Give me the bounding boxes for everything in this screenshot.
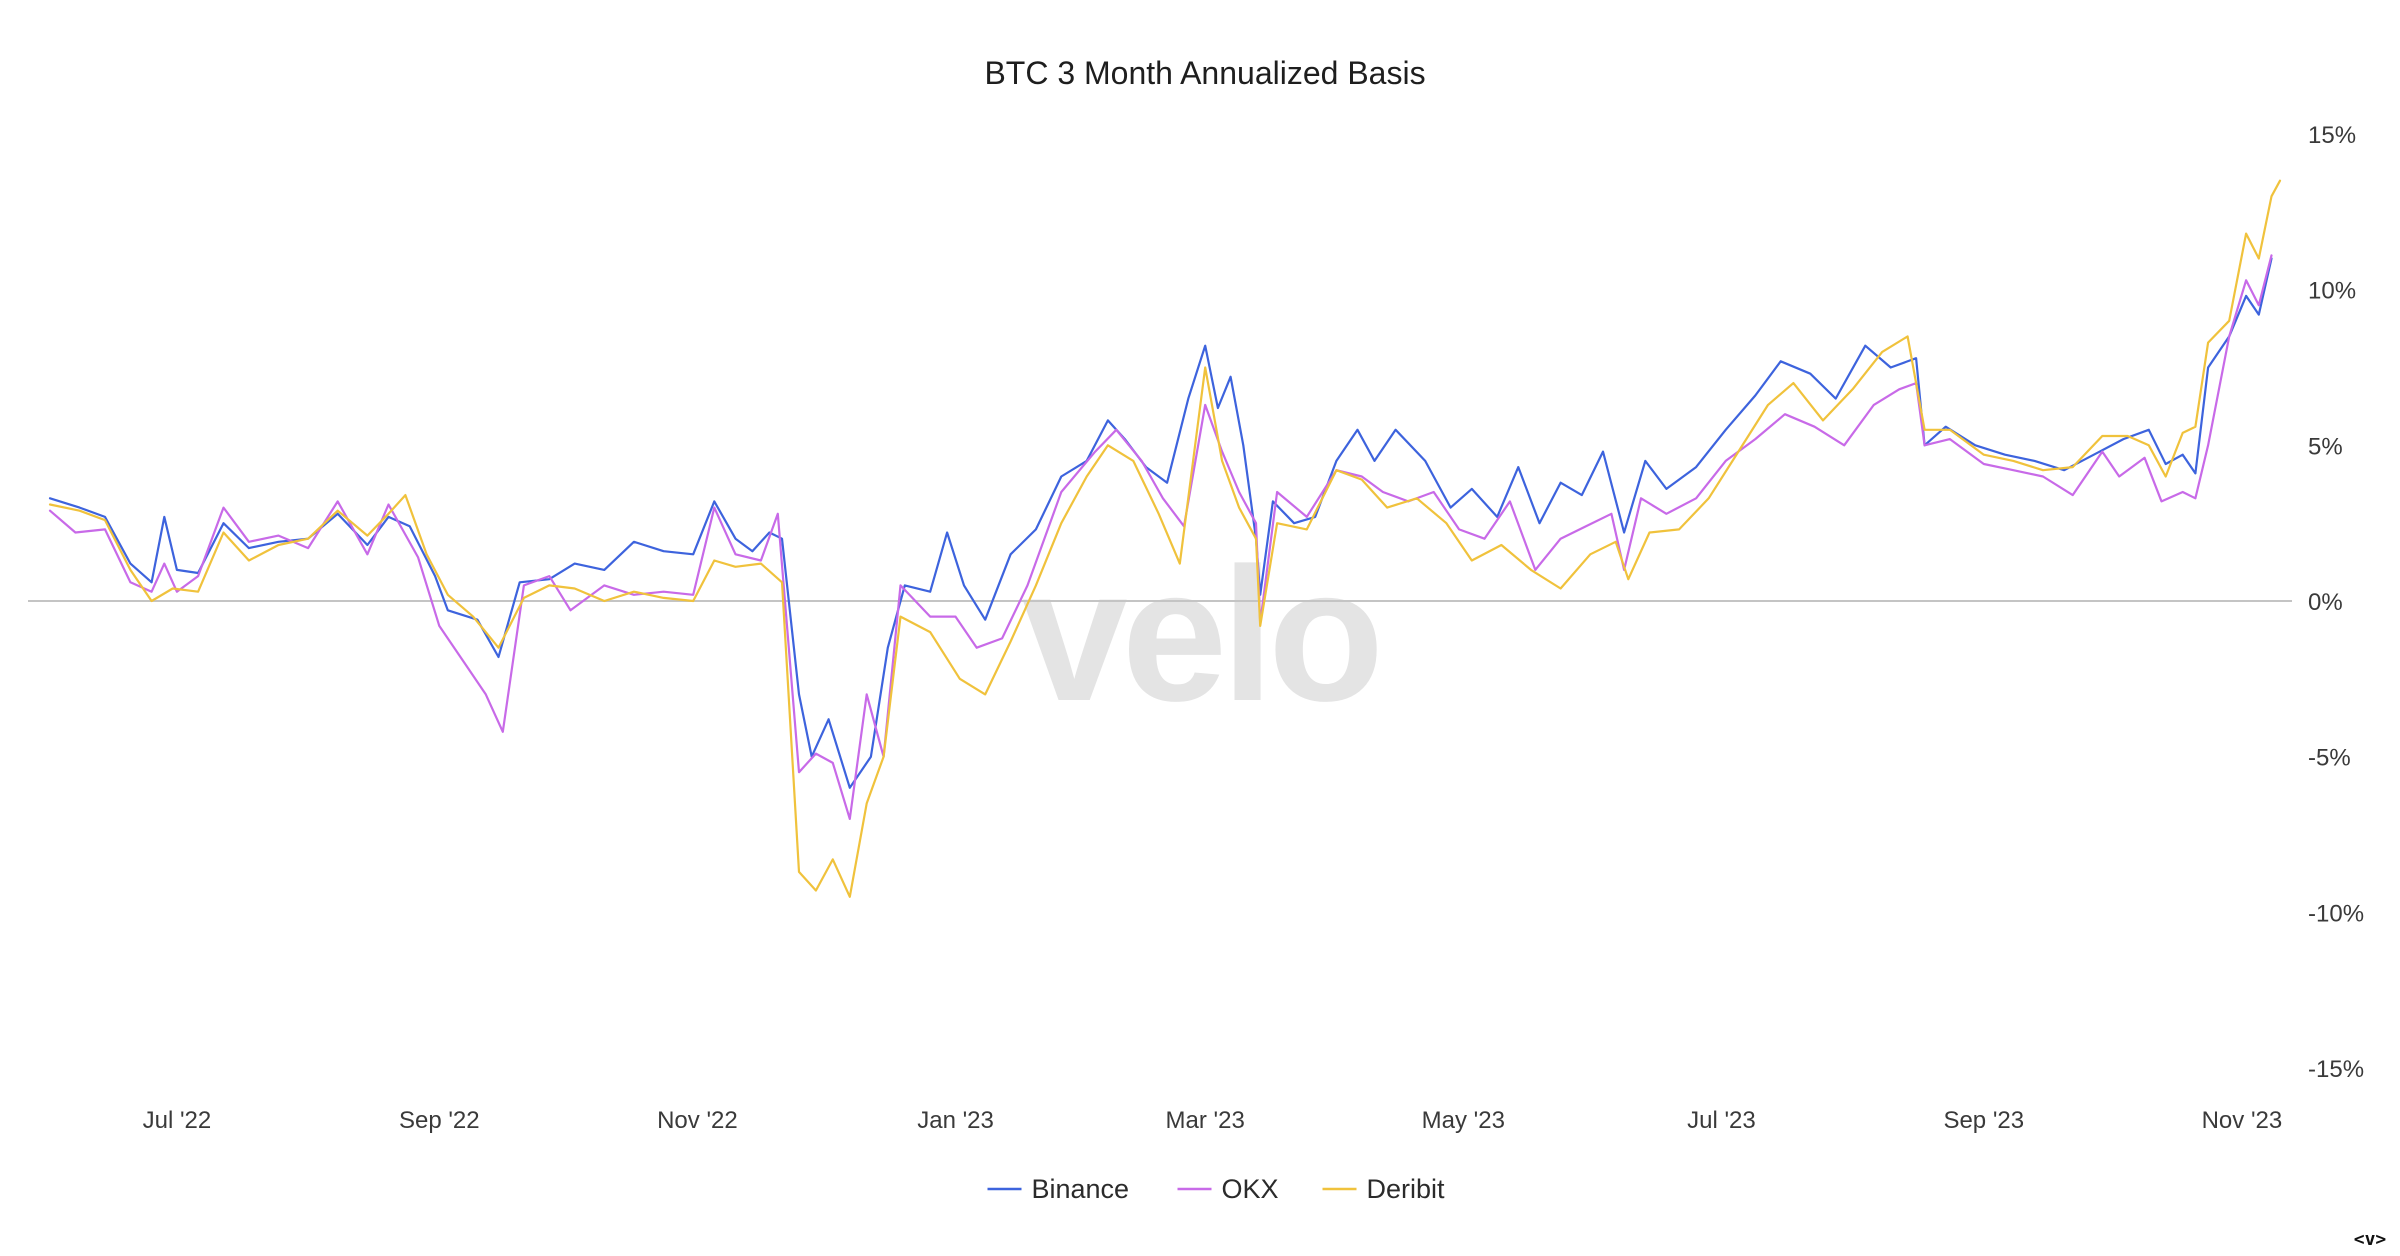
x-tick-label: Jul '22: [143, 1107, 212, 1134]
x-tick-label: Sep '22: [399, 1107, 480, 1134]
x-tick-label: Sep '23: [1943, 1107, 2024, 1134]
series-line-binance: [48, 257, 2273, 789]
legend-item-binance[interactable]: Binance: [987, 1174, 1130, 1204]
legend-item-okx[interactable]: OKX: [1177, 1174, 1279, 1204]
corner-logo[interactable]: <v>: [2354, 1229, 2387, 1250]
y-tick-label: 15%: [2308, 122, 2356, 149]
legend-label: OKX: [1222, 1174, 1279, 1204]
y-axis: 15% 10% 5% 0% -5% -10% -15%: [2308, 122, 2364, 1083]
series-lines: [48, 179, 2282, 898]
x-tick-label: Jan '23: [917, 1107, 994, 1134]
y-tick-label: -5%: [2308, 745, 2351, 772]
y-tick-label: 0%: [2308, 589, 2343, 616]
y-tick-label: 10%: [2308, 278, 2356, 305]
x-tick-label: Nov '22: [657, 1107, 738, 1134]
legend-item-deribit[interactable]: Deribit: [1322, 1174, 1446, 1204]
x-tick-label: May '23: [1422, 1107, 1505, 1134]
legend-label: Binance: [1032, 1174, 1130, 1204]
y-tick-label: 5%: [2308, 433, 2343, 460]
x-axis: Jul '22 Sep '22 Nov '22 Jan '23 Mar '23 May '…: [143, 1107, 2283, 1134]
x-tick-label: Jul '23: [1687, 1107, 1756, 1134]
legend-label: Deribit: [1367, 1174, 1446, 1204]
y-tick-label: -10%: [2308, 900, 2364, 927]
velo-watermark: velo: [1022, 529, 1378, 741]
x-tick-label: Mar '23: [1166, 1107, 1245, 1134]
y-tick-label: -15%: [2308, 1056, 2364, 1083]
x-tick-label: Nov '23: [2202, 1107, 2283, 1134]
series-line-deribit: [48, 179, 2282, 898]
legend: Binance OKX Deribit: [987, 1174, 1446, 1204]
chart-title: BTC 3 Month Annualized Basis: [984, 55, 1425, 91]
